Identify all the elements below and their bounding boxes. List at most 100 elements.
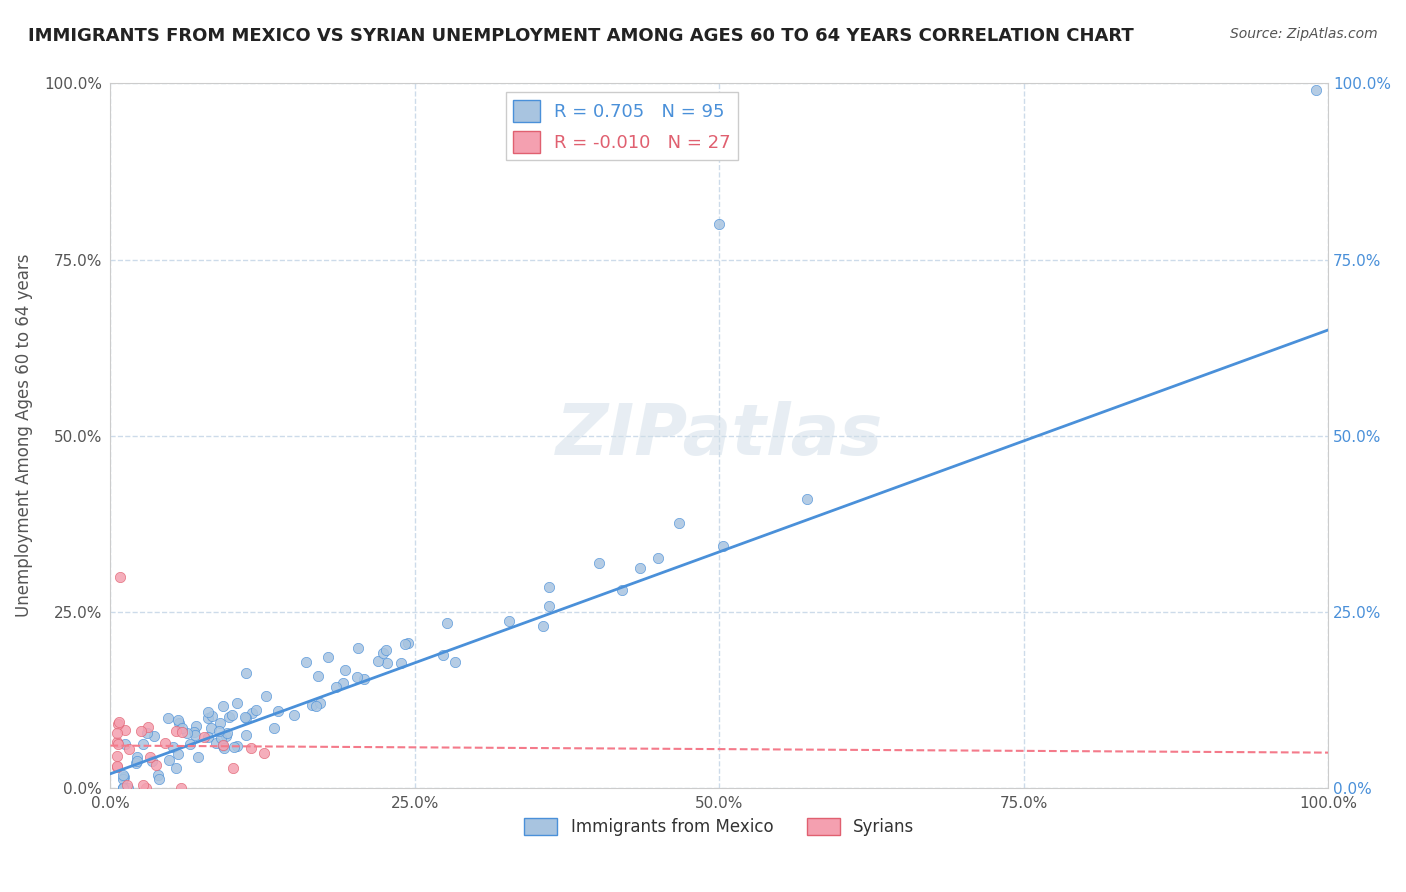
Point bbox=[187, 749, 209, 764]
Point bbox=[172, 721, 194, 735]
Point bbox=[179, 737, 201, 751]
Point bbox=[240, 706, 263, 720]
Point bbox=[498, 614, 520, 628]
Point bbox=[226, 739, 249, 753]
Point bbox=[114, 723, 136, 737]
Point bbox=[165, 723, 187, 738]
Point bbox=[316, 650, 339, 665]
Point bbox=[145, 757, 167, 772]
Point bbox=[111, 780, 134, 795]
Point bbox=[197, 711, 219, 725]
Point bbox=[301, 698, 323, 712]
Point bbox=[105, 759, 128, 773]
Point bbox=[209, 715, 232, 730]
Point bbox=[374, 643, 396, 657]
Point bbox=[218, 710, 240, 724]
Point bbox=[211, 739, 233, 753]
Point bbox=[136, 720, 159, 734]
Point bbox=[396, 636, 419, 650]
Point bbox=[176, 725, 198, 739]
Point bbox=[235, 710, 257, 724]
Text: IMMIGRANTS FROM MEXICO VS SYRIAN UNEMPLOYMENT AMONG AGES 60 TO 64 YEARS CORRELAT: IMMIGRANTS FROM MEXICO VS SYRIAN UNEMPLO… bbox=[28, 27, 1133, 45]
Point bbox=[709, 217, 731, 231]
Point bbox=[105, 735, 128, 749]
Point bbox=[107, 737, 129, 751]
Point bbox=[221, 707, 243, 722]
Point bbox=[295, 655, 318, 669]
Point bbox=[143, 730, 166, 744]
Point bbox=[200, 721, 222, 735]
Point bbox=[105, 748, 128, 763]
Point bbox=[432, 648, 454, 662]
Point bbox=[214, 729, 236, 743]
Point bbox=[212, 740, 235, 755]
Point bbox=[267, 704, 290, 718]
Point bbox=[148, 772, 170, 787]
Point bbox=[367, 654, 389, 668]
Point bbox=[253, 746, 276, 760]
Point bbox=[167, 713, 190, 727]
Point bbox=[184, 719, 207, 733]
Point bbox=[170, 780, 193, 795]
Point bbox=[711, 539, 734, 553]
Point bbox=[197, 730, 219, 744]
Point bbox=[222, 739, 245, 754]
Point bbox=[796, 491, 818, 506]
Point bbox=[235, 665, 257, 680]
Point bbox=[371, 646, 394, 660]
Point bbox=[245, 703, 267, 717]
Point bbox=[135, 780, 157, 795]
Point bbox=[197, 705, 219, 719]
Point bbox=[394, 637, 416, 651]
Point bbox=[668, 516, 690, 530]
Point bbox=[167, 747, 190, 761]
Point bbox=[108, 714, 131, 729]
Point bbox=[263, 721, 285, 735]
Point bbox=[127, 754, 149, 768]
Point bbox=[115, 777, 138, 791]
Point bbox=[205, 736, 228, 750]
Point bbox=[332, 675, 354, 690]
Point bbox=[114, 737, 136, 751]
Point bbox=[117, 780, 139, 795]
Point bbox=[628, 561, 651, 575]
Point bbox=[125, 756, 148, 771]
Point bbox=[212, 698, 235, 713]
Legend: Immigrants from Mexico, Syrians: Immigrants from Mexico, Syrians bbox=[517, 812, 921, 843]
Point bbox=[165, 760, 187, 774]
Point bbox=[346, 640, 368, 655]
Point bbox=[305, 699, 328, 714]
Point bbox=[235, 728, 257, 742]
Point bbox=[105, 759, 128, 773]
Point bbox=[135, 726, 157, 740]
Point bbox=[307, 668, 329, 682]
Point bbox=[111, 768, 134, 782]
Point bbox=[153, 736, 176, 750]
Point bbox=[112, 770, 135, 784]
Point bbox=[335, 663, 357, 677]
Point bbox=[111, 780, 134, 795]
Point bbox=[353, 672, 375, 686]
Point bbox=[184, 728, 207, 742]
Point bbox=[193, 731, 215, 745]
Point bbox=[156, 711, 179, 725]
Point bbox=[283, 707, 305, 722]
Point bbox=[209, 731, 232, 746]
Point bbox=[111, 780, 134, 795]
Point bbox=[212, 738, 235, 752]
Point bbox=[309, 696, 332, 710]
Point bbox=[117, 742, 139, 756]
Point bbox=[436, 615, 458, 630]
Point bbox=[226, 696, 249, 710]
Point bbox=[444, 656, 467, 670]
Point bbox=[1305, 83, 1327, 97]
Point bbox=[183, 724, 205, 739]
Point bbox=[138, 749, 160, 764]
Text: ZIPatlas: ZIPatlas bbox=[555, 401, 883, 470]
Point bbox=[240, 740, 263, 755]
Point bbox=[217, 725, 239, 739]
Point bbox=[610, 582, 633, 597]
Point bbox=[537, 580, 560, 594]
Point bbox=[159, 753, 181, 767]
Point bbox=[254, 689, 277, 703]
